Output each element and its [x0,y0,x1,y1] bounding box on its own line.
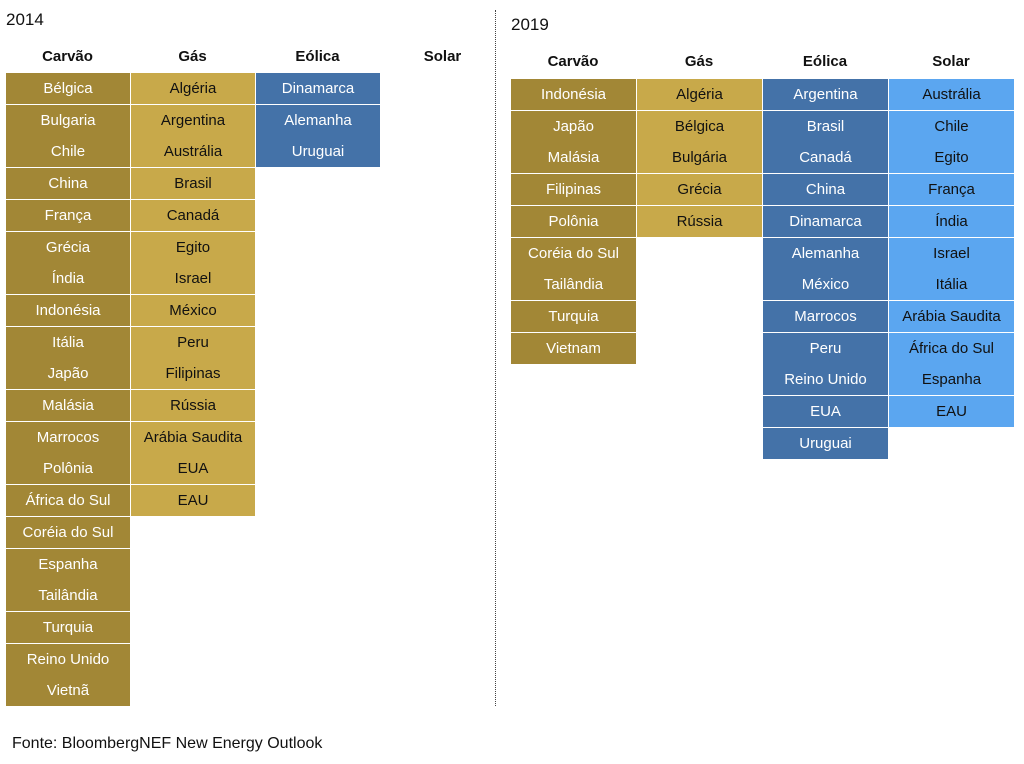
country-cell-solar-2019: Egito [889,142,1015,175]
country-cell-coal-2014: Bulgaria [6,104,131,137]
country-cell-coal-2014: África do Sul [6,485,131,518]
country-cell-gas-2014: Peru [131,326,256,359]
country-cell-solar-2019: Chile [889,110,1015,143]
country-cell-solar-2019: Itália [889,269,1015,302]
country-cell-coal-2014: Polônia [6,453,131,486]
country-cell-solar-2019: Índia [889,205,1015,238]
country-cell-gas-2014: EUA [131,453,256,486]
column-header-coal-2019: Carvão [547,53,599,70]
country-cell-wind-2019: Reino Unido [763,364,889,397]
country-cell-coal-2019: Japão [511,110,637,143]
country-cell-wind-2019: Canadá [763,142,889,175]
country-cell-wind-2019: Brasil [763,110,889,143]
country-cell-wind-2019: Dinamarca [763,205,889,238]
country-cell-coal-2014: Reino Unido [6,643,131,676]
country-cell-wind-2019: EUA [763,396,889,428]
country-cell-coal-2019: Filipinas [511,174,637,207]
country-cell-coal-2014: França [6,199,131,232]
country-cell-gas-2014: Rússia [131,390,256,422]
country-cell-gas-2019: Rússia [637,205,763,238]
column-header-gas-2014: Gás [178,48,207,65]
country-cell-coal-2014: Indonésia [6,294,131,327]
country-cell-coal-2014: Marrocos [6,421,131,454]
year-label-2019: 2019 [511,15,549,34]
country-cell-coal-2019: Vietnam [511,332,637,365]
country-cell-gas-2014: EAU [131,485,256,518]
country-cell-gas-2019: Grécia [637,174,763,207]
country-cell-wind-2019: Uruguai [763,427,889,460]
column-header-solar-2014: Solar [423,48,462,65]
country-cell-coal-2014: Japão [6,358,131,391]
country-cell-coal-2014: Espanha [6,548,131,581]
country-cell-wind-2014: Dinamarca [256,73,381,105]
country-cell-solar-2019: França [889,174,1015,207]
country-cell-gas-2014: Algéria [131,73,256,105]
column-header-solar-2019: Solar [932,53,970,70]
country-cell-coal-2014: Itália [6,326,131,359]
country-cell-solar-2019: Austrália [889,79,1015,111]
country-cell-coal-2019: Tailândia [511,269,637,302]
country-cell-solar-2019: África do Sul [889,332,1015,365]
country-cell-gas-2014: Argentina [131,104,256,137]
country-cell-coal-2019: Polônia [511,205,637,238]
country-cell-coal-2014: Vietnã [6,675,131,708]
country-cell-gas-2014: Egito [131,231,256,264]
country-cell-gas-2019: Bélgica [637,110,763,143]
country-cell-solar-2019: Arábia Saudita [889,300,1015,333]
country-cell-wind-2019: China [763,174,889,207]
country-cell-coal-2019: Turquia [511,300,637,333]
country-cell-solar-2019: EAU [889,396,1015,428]
country-cell-wind-2019: Argentina [763,79,889,111]
country-cell-wind-2019: Marrocos [763,300,889,333]
country-cell-gas-2019: Bulgária [637,142,763,175]
country-cell-gas-2014: México [131,294,256,327]
country-cell-coal-2014: Grécia [6,231,131,264]
country-cell-gas-2014: Filipinas [131,358,256,391]
column-header-wind-2019: Eólica [802,53,848,70]
country-cell-wind-2014: Uruguai [256,136,381,169]
column-header-wind-2014: Eólica [295,48,340,65]
country-cell-coal-2014: Malásia [6,390,131,422]
country-cell-gas-2014: Austrália [131,136,256,169]
country-cell-wind-2019: Alemanha [763,237,889,270]
country-cell-coal-2014: China [6,168,131,201]
country-cell-coal-2014: Índia [6,263,131,296]
country-cell-coal-2014: Turquia [6,611,131,644]
country-cell-solar-2019: Israel [889,237,1015,270]
column-header-gas-2019: Gás [684,53,714,70]
country-cell-coal-2014: Coréia do Sul [6,516,131,549]
country-cell-wind-2014: Alemanha [256,104,381,137]
country-cell-coal-2014: Bélgica [6,73,131,105]
country-cell-coal-2019: Coréia do Sul [511,237,637,270]
country-cell-gas-2014: Canadá [131,199,256,232]
country-cell-coal-2014: Chile [6,136,131,169]
country-cell-wind-2019: México [763,269,889,302]
column-header-coal-2014: Carvão [42,48,93,65]
panel-divider [495,10,496,706]
country-cell-gas-2019: Algéria [637,79,763,111]
country-cell-solar-2019: Espanha [889,364,1015,397]
source-note: Fonte: BloombergNEF New Energy Outlook [12,735,323,752]
country-cell-gas-2014: Brasil [131,168,256,201]
country-cell-coal-2019: Indonésia [511,79,637,111]
country-cell-gas-2014: Israel [131,263,256,296]
country-cell-wind-2019: Peru [763,332,889,365]
country-cell-coal-2019: Malásia [511,142,637,175]
country-cell-gas-2014: Arábia Saudita [131,421,256,454]
year-label-2014: 2014 [6,10,44,29]
country-cell-coal-2014: Tailândia [6,580,131,613]
